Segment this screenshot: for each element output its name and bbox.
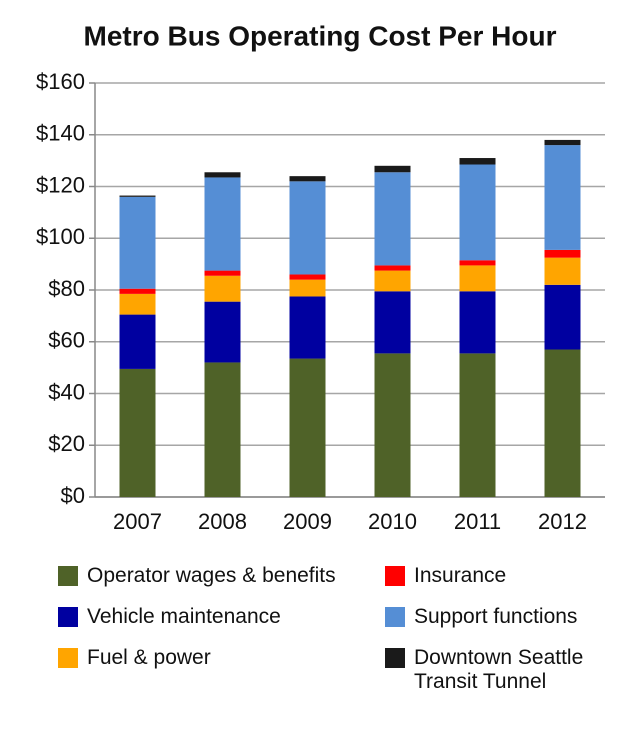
legend-swatch bbox=[58, 566, 78, 586]
y-tick-label: $160 bbox=[36, 69, 85, 94]
bar-segment bbox=[119, 368, 156, 497]
bar-segment bbox=[289, 296, 326, 359]
legend-label: Downtown Seattle Transit Tunnel bbox=[414, 646, 584, 693]
legend-label: Support functions bbox=[414, 605, 578, 628]
y-tick-label: $0 bbox=[61, 483, 85, 508]
chart: Metro Bus Operating Cost Per Hour $0 $20 $… bbox=[36, 20, 605, 534]
legend-swatch bbox=[385, 607, 405, 627]
bar-segment bbox=[119, 195, 156, 197]
bar-segment bbox=[459, 353, 496, 497]
bar-segment bbox=[204, 270, 241, 276]
y-tick-label: $60 bbox=[48, 328, 85, 353]
legend-item: Support functions bbox=[385, 605, 605, 646]
bar-segment bbox=[544, 349, 581, 497]
chart-title: Metro Bus Operating Cost Per Hour bbox=[84, 20, 557, 51]
bar-segment bbox=[204, 301, 241, 363]
bar-segment bbox=[204, 177, 241, 271]
bar-segment bbox=[374, 265, 411, 271]
bar-segment bbox=[459, 158, 496, 165]
bar-segment bbox=[459, 265, 496, 292]
bar-segment bbox=[119, 314, 156, 369]
bar-segment bbox=[204, 172, 241, 178]
x-tick-label: 2012 bbox=[538, 509, 587, 534]
x-tick-label: 2007 bbox=[113, 509, 162, 534]
legend-item: Fuel & power bbox=[58, 646, 385, 687]
bar-segment bbox=[374, 172, 411, 266]
legend-item: Operator wages & benefits bbox=[58, 564, 385, 605]
x-tick-label: 2008 bbox=[198, 509, 247, 534]
legend-swatch bbox=[385, 648, 405, 668]
bar-segment bbox=[289, 176, 326, 182]
bar-segment bbox=[289, 274, 326, 280]
legend-swatch bbox=[58, 607, 78, 627]
bar-segment bbox=[544, 284, 581, 350]
bar-segment bbox=[119, 293, 156, 315]
legend-label: Operator wages & benefits bbox=[87, 564, 336, 587]
bar-segment bbox=[544, 145, 581, 250]
bar-segment bbox=[544, 139, 581, 146]
y-tick-label: $80 bbox=[48, 276, 85, 301]
bar-segment bbox=[119, 288, 156, 294]
y-tick-label: $140 bbox=[36, 121, 85, 146]
bar-segment bbox=[119, 196, 156, 289]
bar-segment bbox=[374, 353, 411, 497]
y-tick-label: $20 bbox=[48, 431, 85, 456]
bar-segment bbox=[374, 291, 411, 354]
bar-segment bbox=[374, 270, 411, 292]
y-tick-label: $100 bbox=[36, 224, 85, 249]
x-tick-label: 2010 bbox=[368, 509, 417, 534]
legend-label: Vehicle maintenance bbox=[87, 605, 281, 628]
bar-segment bbox=[459, 164, 496, 261]
bar-segment bbox=[459, 291, 496, 354]
legend-swatch bbox=[58, 648, 78, 668]
y-tick-label: $120 bbox=[36, 172, 85, 197]
bar-segment bbox=[289, 279, 326, 297]
legend-item: Insurance bbox=[385, 564, 605, 605]
y-tick-label: $40 bbox=[48, 379, 85, 404]
x-tick-label: 2009 bbox=[283, 509, 332, 534]
legend-swatch bbox=[385, 566, 405, 586]
x-tick-label: 2011 bbox=[454, 509, 501, 534]
bar-segment bbox=[544, 249, 581, 258]
legend-label: Fuel & power bbox=[87, 646, 211, 669]
bar-segment bbox=[544, 257, 581, 285]
bar-segment bbox=[289, 181, 326, 275]
bar-segment bbox=[374, 165, 411, 173]
legend-label: Insurance bbox=[414, 564, 507, 587]
legend-item: Downtown Seattle Transit Tunnel bbox=[385, 646, 605, 693]
bar-segment bbox=[204, 275, 241, 302]
legend-item: Vehicle maintenance bbox=[58, 605, 385, 646]
bar-segment bbox=[204, 362, 241, 497]
bar-segment bbox=[289, 358, 326, 497]
bar-segment bbox=[459, 260, 496, 266]
legend: Operator wages & benefits Vehicle mainten… bbox=[58, 564, 605, 693]
